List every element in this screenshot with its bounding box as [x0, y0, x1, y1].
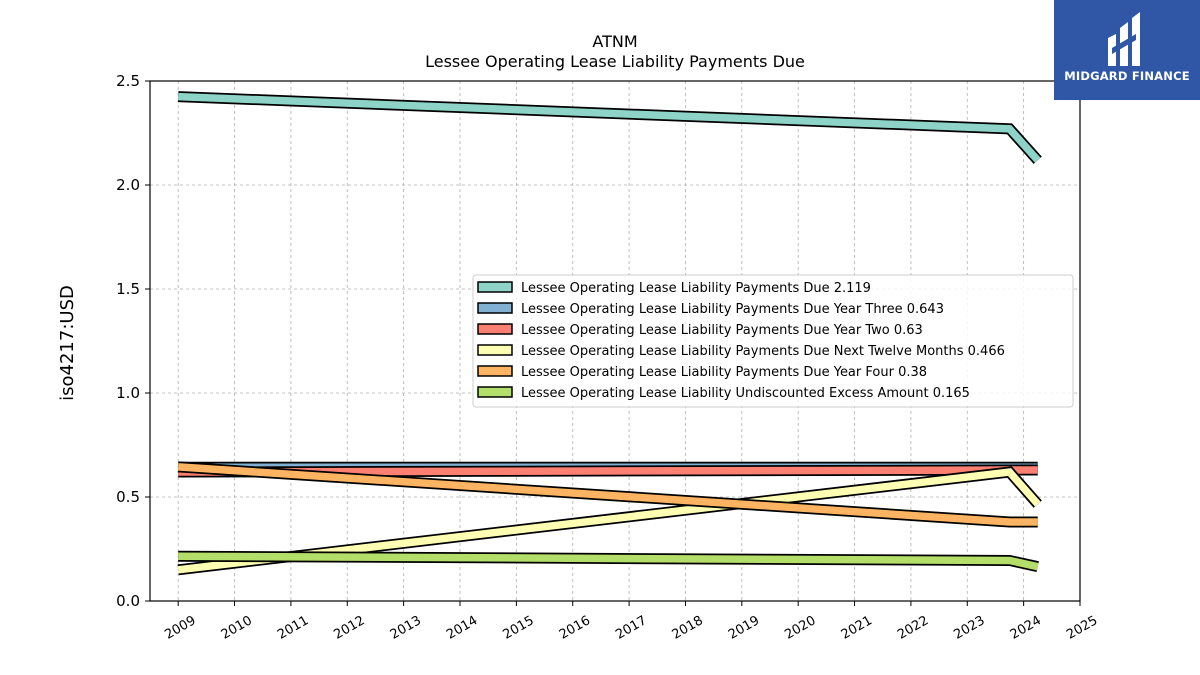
x-tick-label: 2024: [1008, 613, 1044, 643]
series-line-4: [177, 466, 1042, 576]
x-tick-label: 2020: [782, 613, 818, 643]
x-tick-label: 2013: [388, 613, 424, 643]
x-tick-label: 2021: [839, 613, 875, 643]
midgard-logo-icon: [1108, 12, 1140, 66]
x-tick-label: 2025: [1064, 613, 1100, 643]
x-tick-label: 2014: [444, 613, 480, 643]
legend-swatch: [477, 344, 513, 356]
x-axis: 2009 2010 2011 2012 2013 2014 2015 2016 2017 2018…: [162, 601, 1100, 643]
legend-entry: Lessee Operating Lease Liability Payment…: [477, 344, 1005, 359]
plot-area: [177, 91, 1042, 576]
plot-frame: [149, 80, 1081, 602]
legend-entry: Lessee Operating Lease Liability Payment…: [477, 323, 923, 338]
legend: Lessee Operating Lease Liability Payment…: [472, 274, 1074, 408]
legend-swatch: [477, 365, 513, 377]
series-stroke: [178, 552, 1039, 571]
x-tick-label: 2012: [331, 613, 367, 643]
x-tick-label: 2023: [951, 613, 987, 643]
legend-label: Lessee Operating Lease Liability Payment…: [521, 302, 944, 317]
y-axis: 0.0 0.5 1.0 1.5 2.0 2.5: [116, 72, 150, 610]
y-tick-label: 2.0: [116, 176, 140, 194]
legend-label: Lessee Operating Lease Liability Payment…: [521, 344, 1005, 359]
legend-label: Lessee Operating Lease Liability Payment…: [521, 323, 923, 338]
brand-logo: MIDGARD FINANCE: [1054, 0, 1200, 100]
x-tick-label: 2019: [726, 613, 762, 643]
chart-subtitle: Lessee Operating Lease Liability Payment…: [425, 52, 805, 71]
y-tick-label: 1.0: [116, 384, 140, 402]
x-tick-label: 2016: [557, 613, 593, 643]
legend-entry: Lessee Operating Lease Liability Payment…: [477, 302, 944, 317]
legend-label: Lessee Operating Lease Liability Payment…: [521, 281, 871, 296]
x-tick-label: 2011: [275, 613, 311, 643]
brand-name: MIDGARD FINANCE: [1064, 69, 1190, 83]
y-tick-label: 0.0: [116, 592, 140, 610]
legend-label: Lessee Operating Lease Liability Payment…: [521, 365, 927, 380]
series-stroke: [177, 463, 1038, 526]
legend-entry: Lessee Operating Lease Liability Undisco…: [477, 386, 970, 401]
x-tick-label: 2009: [162, 613, 198, 643]
legend-swatch: [477, 386, 513, 398]
series-line-1: [177, 91, 1042, 164]
x-tick-label: 2010: [219, 613, 255, 643]
legend-label: Lessee Operating Lease Liability Undisco…: [521, 386, 970, 401]
x-tick-label: 2018: [670, 613, 706, 643]
legend-entry: Lessee Operating Lease Liability Payment…: [477, 365, 927, 380]
y-tick-label: 1.5: [116, 280, 140, 298]
series-line-6: [178, 550, 1039, 573]
legend-frame: [472, 274, 1074, 408]
series-stroke: [178, 92, 1041, 163]
legend-swatch: [477, 281, 513, 293]
series-stroke: [177, 468, 1041, 574]
x-tick-label: 2017: [613, 613, 649, 643]
legend-swatch: [477, 323, 513, 335]
y-tick-label: 0.5: [116, 488, 140, 506]
series-line-5: [177, 461, 1038, 528]
legend-entry: Lessee Operating Lease Liability Payment…: [477, 281, 871, 296]
y-axis-label: iso4217:USD: [57, 285, 78, 401]
x-tick-label: 2022: [895, 613, 931, 643]
chart-title: ATNM: [592, 32, 637, 51]
y-tick-label: 2.5: [116, 72, 140, 90]
x-tick-label: 2015: [501, 613, 537, 643]
legend-swatch: [477, 302, 513, 314]
